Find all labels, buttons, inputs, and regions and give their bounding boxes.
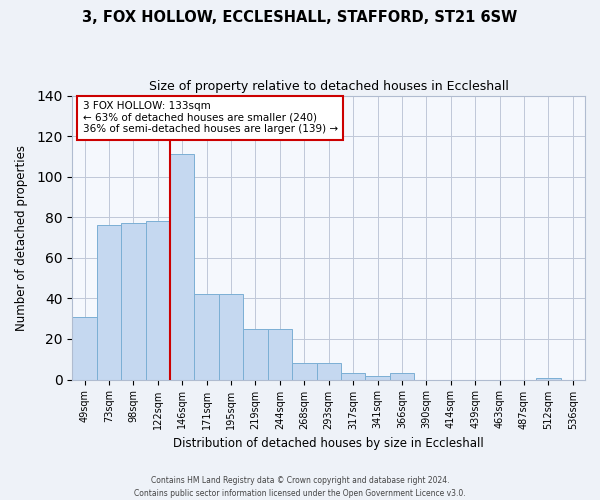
Bar [243,329,268,380]
Bar [73,316,97,380]
Bar [292,364,317,380]
Bar [170,154,194,380]
Bar [317,364,341,380]
Bar [97,226,121,380]
Title: Size of property relative to detached houses in Eccleshall: Size of property relative to detached ho… [149,80,509,93]
Y-axis label: Number of detached properties: Number of detached properties [15,144,28,330]
Bar [121,224,146,380]
Bar [268,329,292,380]
Bar [194,294,219,380]
X-axis label: Distribution of detached houses by size in Eccleshall: Distribution of detached houses by size … [173,437,484,450]
Bar [219,294,243,380]
Bar [536,378,560,380]
Text: Contains HM Land Registry data © Crown copyright and database right 2024.
Contai: Contains HM Land Registry data © Crown c… [134,476,466,498]
Bar [365,376,390,380]
Bar [390,374,414,380]
Bar [146,222,170,380]
Text: 3 FOX HOLLOW: 133sqm
← 63% of detached houses are smaller (240)
36% of semi-deta: 3 FOX HOLLOW: 133sqm ← 63% of detached h… [83,101,338,134]
Text: 3, FOX HOLLOW, ECCLESHALL, STAFFORD, ST21 6SW: 3, FOX HOLLOW, ECCLESHALL, STAFFORD, ST2… [82,10,518,25]
Bar [341,374,365,380]
